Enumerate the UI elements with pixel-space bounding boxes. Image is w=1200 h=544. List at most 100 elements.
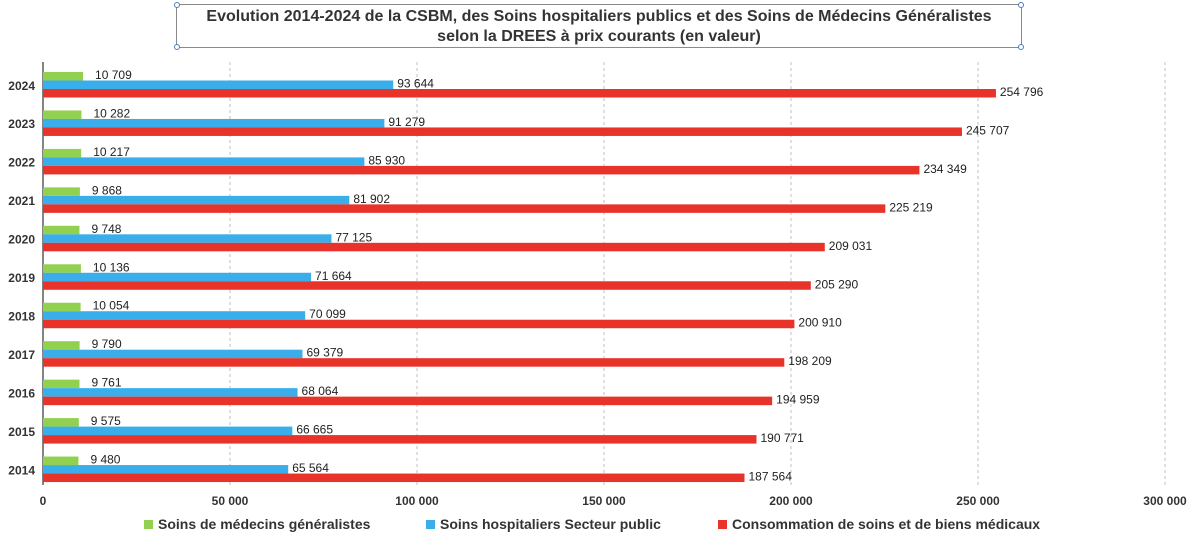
bar: [43, 473, 745, 483]
chart-title-box[interactable]: Evolution 2014-2024 de la CSBM, des Soin…: [174, 2, 1024, 50]
y-tick-label: 2020: [8, 233, 35, 247]
y-tick-label: 2017: [8, 348, 35, 362]
bar: [43, 89, 996, 98]
resize-handle-bottom-left[interactable]: [174, 44, 180, 50]
data-label: 200 910: [798, 316, 842, 330]
bar: [43, 264, 81, 273]
bar: [43, 311, 306, 320]
data-label: 68 064: [302, 384, 339, 398]
legend-label-generalistes: Soins de médecins généralistes: [158, 516, 371, 532]
data-label: 81 902: [353, 192, 390, 206]
y-tick-label: 2022: [8, 156, 35, 170]
resize-handle-bottom-right[interactable]: [1018, 44, 1024, 50]
y-tick-label: 2024: [8, 79, 35, 93]
data-label: 245 707: [966, 123, 1010, 137]
y-tick-label: 2021: [8, 194, 35, 208]
bar: [43, 157, 365, 166]
resize-handle-top-left[interactable]: [174, 2, 180, 8]
bar: [43, 195, 350, 205]
data-label: 70 099: [309, 307, 346, 321]
data-label: 190 771: [760, 431, 804, 445]
data-label: 9 868: [92, 183, 122, 197]
data-label: 209 031: [829, 239, 873, 253]
data-label: 187 564: [748, 470, 792, 484]
data-label: 10 709: [95, 68, 132, 82]
x-tick-label: 50 000: [212, 494, 249, 508]
bar: [43, 187, 80, 196]
data-label: 10 217: [93, 145, 130, 159]
chart-title-line1: Evolution 2014-2024 de la CSBM, des Soin…: [206, 8, 992, 25]
bar: [43, 110, 82, 119]
bar: [43, 234, 332, 243]
data-label: 71 664: [315, 269, 352, 283]
data-label: 234 349: [923, 162, 967, 176]
y-tick-label: 2014: [8, 463, 35, 477]
data-label: 9 790: [92, 337, 122, 351]
bar: [43, 272, 312, 282]
bar: [43, 118, 385, 128]
data-label: 77 125: [335, 230, 372, 244]
legend-label-hospitaliers: Soins hospitaliers Secteur public: [440, 516, 661, 532]
bar: [43, 396, 773, 406]
bar: [43, 80, 394, 89]
data-label: 9 761: [92, 376, 122, 390]
x-tick-label: 0: [40, 494, 47, 508]
bar: [43, 388, 298, 397]
data-label: 254 796: [1000, 85, 1044, 99]
bar: [43, 349, 303, 359]
bar: [43, 204, 886, 213]
bar: [43, 127, 962, 136]
bar: [43, 456, 79, 466]
x-tick-label: 250 000: [956, 494, 1000, 508]
data-label: 10 054: [93, 299, 130, 313]
bar: [43, 379, 80, 389]
data-label: 93 644: [397, 77, 434, 91]
y-tick-label: 2015: [8, 425, 35, 439]
data-label: 65 564: [292, 461, 329, 475]
resize-handle-top-right[interactable]: [1018, 2, 1024, 8]
bar: [43, 281, 811, 290]
x-tick-label: 300 000: [1143, 494, 1187, 508]
legend-swatch-generalistes: [144, 519, 153, 529]
y-tick-label: 2019: [8, 271, 35, 285]
data-label: 91 279: [388, 115, 425, 129]
bar: [43, 148, 82, 158]
legend-item-generalistes: Soins de médecins généralistes: [144, 516, 370, 532]
x-tick-label: 200 000: [769, 494, 813, 508]
data-label: 85 930: [368, 153, 405, 167]
data-label: 9 748: [91, 222, 121, 236]
data-label: 10 282: [93, 106, 130, 120]
bar: [43, 358, 785, 367]
bar: [43, 418, 79, 427]
data-label: 9 575: [91, 414, 121, 428]
bar: [43, 165, 920, 175]
bar: [43, 341, 80, 350]
data-label: 198 209: [788, 354, 832, 368]
data-label: 9 480: [90, 453, 120, 467]
y-tick-label: 2018: [8, 309, 35, 323]
bar: [43, 465, 289, 474]
bar: [43, 426, 293, 436]
data-label: 194 959: [776, 393, 820, 407]
bar: [43, 242, 825, 252]
data-label: 225 219: [889, 200, 933, 214]
data-label: 205 290: [815, 277, 859, 291]
legend-label-csbm: Consommation de soins et de biens médica…: [732, 516, 1041, 532]
bar: [43, 72, 84, 81]
chart-legend: Soins de médecins généralistes Soins hos…: [0, 516, 1200, 538]
bar: [43, 319, 795, 329]
legend-swatch-csbm: [718, 519, 727, 529]
y-tick-label: 2016: [8, 386, 35, 400]
data-label: 10 136: [93, 260, 130, 274]
legend-item-csbm: Consommation de soins et de biens médica…: [718, 516, 1040, 532]
legend-item-hospitaliers: Soins hospitaliers Secteur public: [426, 516, 661, 532]
chart-title-line2: selon la DREES à prix courants (en valeu…: [437, 28, 761, 45]
data-label: 66 665: [296, 423, 333, 437]
x-tick-label: 100 000: [395, 494, 439, 508]
legend-swatch-hospitaliers: [426, 519, 435, 529]
bar: [43, 302, 81, 312]
bar: [43, 225, 80, 235]
data-label: 69 379: [306, 346, 343, 360]
x-tick-label: 150 000: [582, 494, 626, 508]
